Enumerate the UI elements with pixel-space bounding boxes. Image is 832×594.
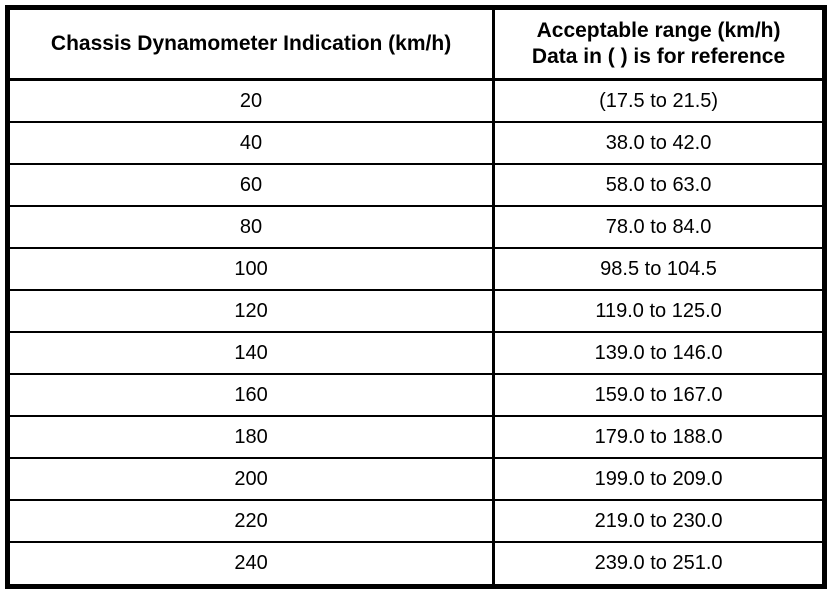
- range-cell: 179.0 to 188.0: [492, 415, 826, 460]
- table-body: 20 (17.5 to 21.5) 40 38.0 to 42.0 60 58.…: [6, 78, 826, 588]
- range-cell: 199.0 to 209.0: [492, 457, 826, 502]
- table-row: 200 199.0 to 209.0: [6, 457, 826, 502]
- table-row: 180 179.0 to 188.0: [6, 415, 826, 460]
- indication-cell: 20: [6, 78, 495, 124]
- speed-calibration-table: Chassis Dynamometer Indication (km/h) Ac…: [5, 5, 827, 589]
- table-row: 120 119.0 to 125.0: [6, 289, 826, 334]
- indication-cell: 120: [6, 289, 495, 334]
- table-row: 40 38.0 to 42.0: [6, 121, 826, 166]
- range-cell: 239.0 to 251.0: [492, 540, 826, 588]
- header-cell-indication: Chassis Dynamometer Indication (km/h): [6, 6, 495, 81]
- indication-cell: 220: [6, 499, 495, 543]
- indication-cell: 60: [6, 163, 495, 208]
- table-row: 160 159.0 to 167.0: [6, 373, 826, 418]
- indication-cell: 200: [6, 457, 495, 502]
- range-cell: 119.0 to 125.0: [492, 289, 826, 334]
- indication-cell: 180: [6, 415, 495, 460]
- header-cell-acceptable-range: Acceptable range (km/h) Data in ( ) is f…: [492, 6, 826, 81]
- range-cell: 98.5 to 104.5: [492, 247, 826, 292]
- header-range-line2: Data in ( ) is for reference: [531, 45, 786, 68]
- table-header: Chassis Dynamometer Indication (km/h) Ac…: [6, 6, 826, 81]
- table-row: 100 98.5 to 104.5: [6, 247, 826, 292]
- range-cell: 38.0 to 42.0: [492, 121, 826, 166]
- range-cell: 219.0 to 230.0: [492, 499, 826, 543]
- range-cell: (17.5 to 21.5): [492, 78, 826, 124]
- indication-cell: 100: [6, 247, 495, 292]
- header-range-line1: Acceptable range (km/h): [536, 18, 781, 42]
- range-cell: 159.0 to 167.0: [492, 373, 826, 418]
- indication-cell: 160: [6, 373, 495, 418]
- table-row: 80 78.0 to 84.0: [6, 205, 826, 250]
- indication-cell: 140: [6, 331, 495, 376]
- header-row: Chassis Dynamometer Indication (km/h) Ac…: [6, 6, 826, 81]
- table-row: 60 58.0 to 63.0: [6, 163, 826, 208]
- table-row: 20 (17.5 to 21.5): [6, 78, 826, 124]
- indication-cell: 80: [6, 205, 495, 250]
- table-row: 140 139.0 to 146.0: [6, 331, 826, 376]
- range-cell: 139.0 to 146.0: [492, 331, 826, 376]
- indication-cell: 240: [6, 540, 495, 588]
- range-cell: 58.0 to 63.0: [492, 163, 826, 208]
- table-row: 220 219.0 to 230.0: [6, 499, 826, 543]
- table-row: 240 239.0 to 251.0: [6, 540, 826, 588]
- range-cell: 78.0 to 84.0: [492, 205, 826, 250]
- indication-cell: 40: [6, 121, 495, 166]
